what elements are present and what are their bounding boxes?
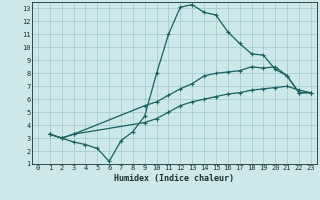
X-axis label: Humidex (Indice chaleur): Humidex (Indice chaleur) (115, 174, 234, 183)
